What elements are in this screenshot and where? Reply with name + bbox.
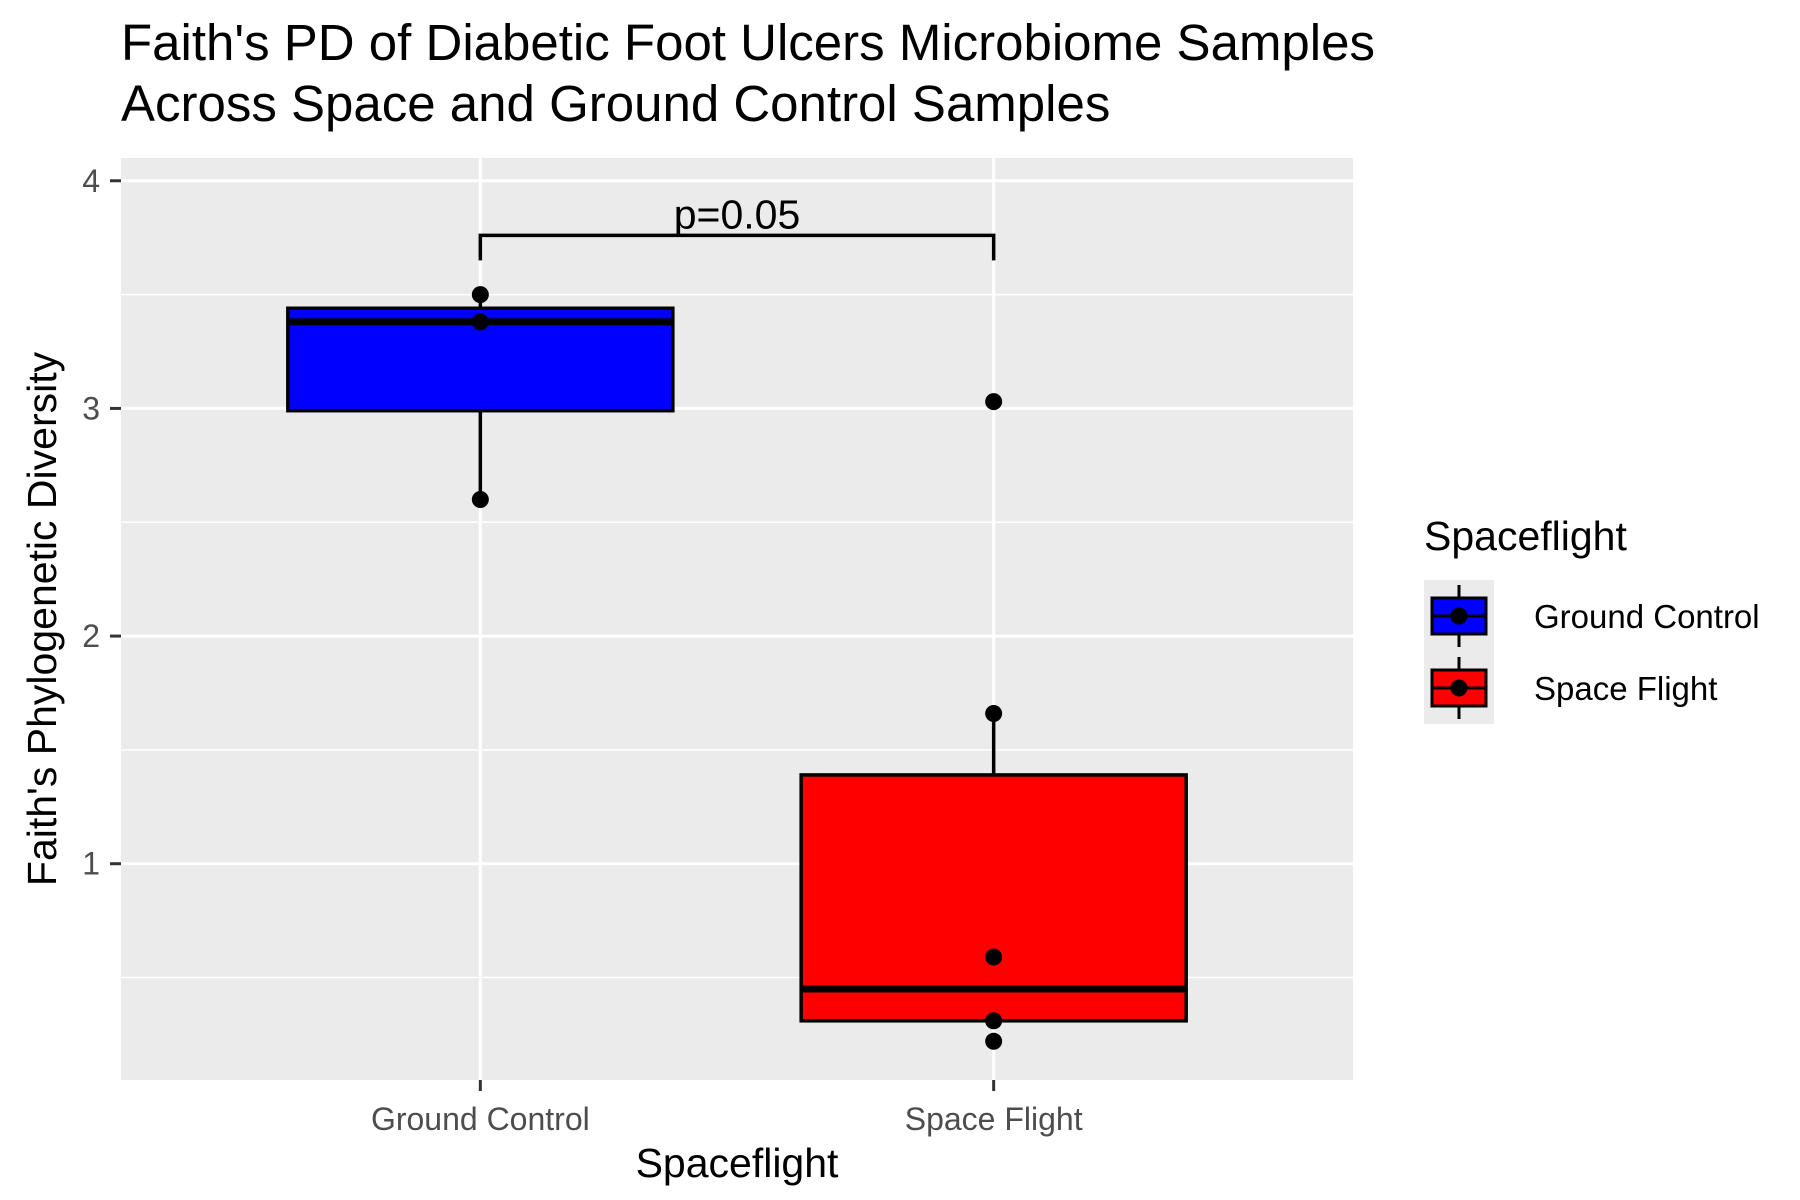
boxplot — [799, 713, 1188, 1023]
legend-entry: Space Flight — [1430, 657, 1717, 719]
legend: Spaceflight Ground Control Space Flight — [1424, 513, 1760, 724]
data-point — [471, 313, 489, 331]
data-point — [985, 1012, 1003, 1030]
x-axis: Ground Control Space Flight — [371, 1080, 1083, 1137]
boxplots — [286, 294, 1188, 1023]
y-tick-label: 1 — [82, 846, 100, 882]
y-axis-title: Faith's Phylogenetic Diversity — [19, 351, 65, 886]
x-tick-label: Space Flight — [905, 1101, 1083, 1137]
data-point — [985, 393, 1003, 411]
p-value-label: p=0.05 — [674, 191, 801, 237]
significance-bracket — [478, 233, 996, 261]
legend-label: Ground Control — [1534, 598, 1760, 635]
legend-point — [1450, 607, 1468, 625]
data-point — [985, 1032, 1003, 1050]
data-point — [471, 286, 489, 304]
y-tick-label: 2 — [82, 618, 100, 654]
significance-annotation: p=0.05 — [478, 191, 996, 261]
y-tick-label: 3 — [82, 390, 100, 426]
box — [799, 773, 1188, 1023]
data-point — [985, 704, 1003, 722]
data-points — [471, 286, 1003, 1050]
legend-entry: Ground Control — [1430, 585, 1760, 647]
chart-title-line-1: Faith's PD of Diabetic Foot Ulcers Micro… — [121, 14, 1375, 71]
x-axis-title: Spaceflight — [636, 1140, 839, 1186]
y-axis: 1 2 3 4 — [82, 163, 121, 882]
legend-title: Spaceflight — [1424, 513, 1627, 559]
data-point — [985, 948, 1003, 966]
y-tick-label: 4 — [82, 163, 100, 199]
legend-label: Space Flight — [1534, 670, 1717, 707]
x-tick-label: Ground Control — [371, 1101, 590, 1137]
legend-point — [1450, 679, 1468, 697]
data-point — [471, 490, 489, 508]
chart-title-line-2: Across Space and Ground Control Samples — [121, 75, 1110, 132]
boxplot — [286, 294, 675, 500]
